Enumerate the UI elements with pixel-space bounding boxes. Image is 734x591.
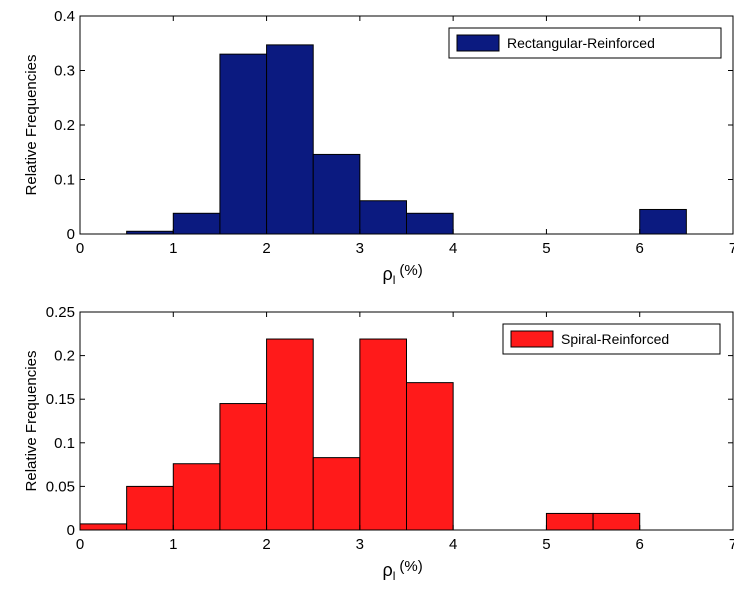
histogram-bar <box>172 463 221 531</box>
x-tick-label: 3 <box>356 240 364 257</box>
y-tick-label: 0 <box>67 226 75 243</box>
histogram-bar <box>219 53 268 235</box>
histogram-bar <box>126 230 174 235</box>
x-tick-label: 3 <box>356 536 364 553</box>
x-tick-label: 1 <box>169 240 177 257</box>
histogram-bar <box>545 512 594 531</box>
x-tick-label: 6 <box>636 536 644 553</box>
x-tick-label: 5 <box>542 536 550 553</box>
histogram-bar <box>592 512 641 531</box>
y-axis-label: Relative Frequencies <box>23 351 40 492</box>
x-tick-label: 6 <box>636 240 644 257</box>
x-tick-label: 4 <box>449 240 457 257</box>
histogram-bar <box>266 338 314 531</box>
histogram-bar <box>172 212 221 235</box>
x-tick-label: 4 <box>449 536 457 553</box>
x-axis-label: ρl(%) <box>383 558 423 583</box>
histogram-bar <box>219 403 268 531</box>
legend-box <box>502 323 721 355</box>
y-tick-label: 0.4 <box>54 8 75 25</box>
y-tick-label: 0.1 <box>54 172 75 189</box>
histogram-bar <box>639 208 687 235</box>
x-tick-label: 5 <box>542 240 550 257</box>
legend-swatch <box>456 34 500 52</box>
x-tick-label: 1 <box>169 536 177 553</box>
legend: Rectangular-Reinforced <box>448 27 722 59</box>
y-tick-label: 0.2 <box>54 117 75 134</box>
x-tick-label: 2 <box>262 240 270 257</box>
y-tick-label: 0 <box>67 522 75 539</box>
x-tick-label: 0 <box>76 536 84 553</box>
chart-panel-1: 0 1 2 3 4 5 6 7 0 0.1 0.2 0.3 0.4 Relative Frequencie… <box>23 8 734 287</box>
y-tick-label: 0.25 <box>46 304 75 321</box>
legend-label: Spiral-Reinforced <box>561 331 669 347</box>
histogram-bar <box>126 485 174 531</box>
legend-label: Rectangular-Reinforced <box>507 35 655 51</box>
histogram-bar <box>312 457 361 531</box>
chart-panel-2: 0 1 2 3 4 5 6 7 0 0.05 0.1 0.15 0.2 0.25 Relative Freq… <box>23 304 734 583</box>
legend-swatch <box>510 330 554 348</box>
y-axis-label: Relative Frequencies <box>23 55 40 196</box>
y-tick-label: 0.3 <box>54 63 75 80</box>
histogram-bar <box>266 44 314 235</box>
x-tick-label: 0 <box>76 240 84 257</box>
y-tick-label: 0.2 <box>54 348 75 365</box>
y-tick-label: 0.05 <box>46 478 75 495</box>
y-tick-label: 0.15 <box>46 391 75 408</box>
histogram-bar <box>406 212 454 235</box>
x-tick-label: 7 <box>729 240 734 257</box>
histogram-bar <box>79 523 128 531</box>
x-tick-label: 2 <box>262 536 270 553</box>
histogram-bar <box>359 200 408 235</box>
y-tick-label: 0.1 <box>54 435 75 452</box>
legend: Spiral-Reinforced <box>502 323 721 355</box>
x-tick-label: 7 <box>729 536 734 553</box>
histogram-bar <box>312 153 361 235</box>
histogram-bar <box>406 382 454 531</box>
x-axis-label: ρl(%) <box>383 262 423 287</box>
histogram-bar <box>359 338 408 531</box>
